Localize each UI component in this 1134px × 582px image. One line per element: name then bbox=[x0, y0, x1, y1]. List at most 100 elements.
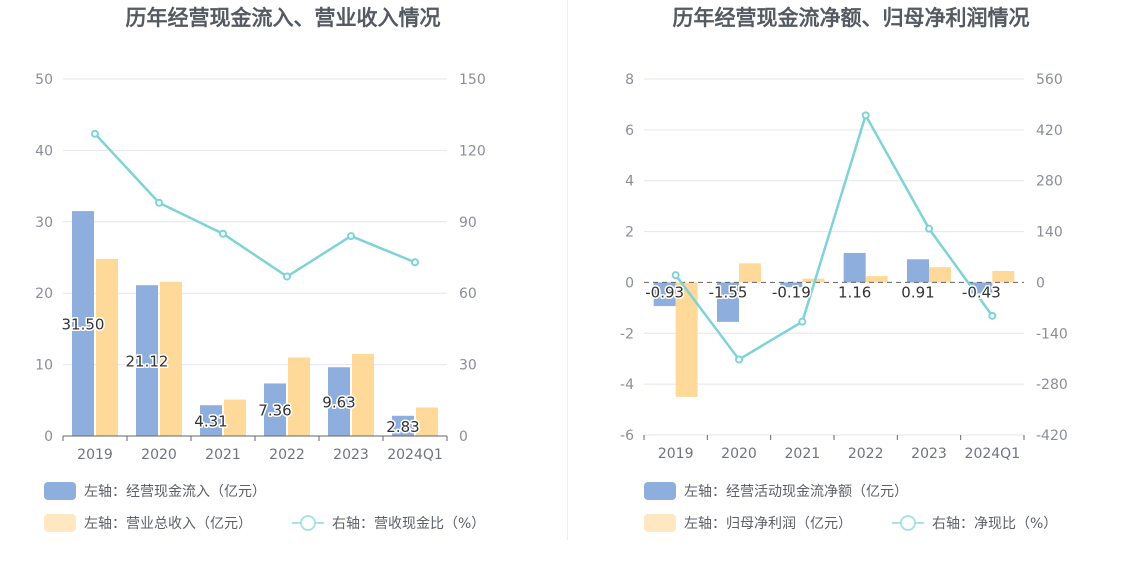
data-label: -0.93 bbox=[645, 283, 684, 301]
legend-label: 右轴：净现比（%） bbox=[932, 516, 1058, 532]
bar bbox=[136, 285, 158, 436]
line-point bbox=[283, 272, 291, 281]
line-point bbox=[671, 271, 680, 280]
legend-label: 左轴：归母净利润（亿元） bbox=[684, 516, 852, 532]
line-point bbox=[411, 258, 419, 267]
data-label: -1.55 bbox=[709, 283, 748, 301]
bar bbox=[224, 399, 246, 436]
series-line bbox=[674, 112, 994, 362]
bar bbox=[675, 282, 698, 397]
bar bbox=[992, 270, 1015, 283]
right-axis-tick-label: 120 bbox=[459, 143, 486, 159]
chart-panel-right: 历年经营现金流净额、归母净利润情况 -6 -4 -2 0 2 4 6 8 -420 -280 -14… bbox=[568, 0, 1134, 582]
chart-svg-right: -6 -4 -2 0 2 4 6 8 -420 -280 -140 0 140 280 420 560 2019… bbox=[620, 72, 1068, 462]
right-axis-tick-label: 280 bbox=[1036, 174, 1063, 190]
x-axis-tick-label: 2020 bbox=[141, 447, 177, 463]
bar bbox=[392, 415, 414, 436]
right-axis-tick-label: 60 bbox=[459, 286, 477, 302]
bar bbox=[739, 263, 761, 283]
legend-label: 左轴：营业总收入（亿元） bbox=[84, 516, 252, 532]
line-point bbox=[735, 355, 743, 364]
legend-swatch-line-icon bbox=[892, 514, 924, 532]
right-axis-tick-label: 0 bbox=[459, 429, 468, 445]
left-axis-tick-label: 6 bbox=[625, 123, 634, 139]
x-axis-tick-label: 2019 bbox=[77, 447, 113, 463]
legend-item-right-bar[interactable]: 左轴：营业总收入（亿元） bbox=[44, 513, 252, 533]
panel-divider bbox=[567, 0, 568, 540]
left-axis-tick-label: 0 bbox=[625, 275, 634, 291]
series-line bbox=[94, 132, 416, 279]
bar bbox=[352, 353, 374, 436]
chart-title-right: 历年经营现金流净额、归母净利润情况 bbox=[672, 6, 1030, 30]
legend-swatch-orange-bar bbox=[644, 514, 676, 532]
x-axis-tick-label: 2022 bbox=[848, 446, 884, 462]
bar bbox=[264, 383, 286, 436]
bar bbox=[802, 278, 825, 283]
bar bbox=[865, 276, 888, 283]
line-point bbox=[91, 129, 99, 138]
bar bbox=[780, 282, 803, 288]
data-label: -0.19 bbox=[772, 283, 811, 301]
bar bbox=[929, 267, 951, 283]
bar bbox=[653, 282, 676, 307]
data-label: 2.83 bbox=[386, 418, 419, 436]
legend-swatch-blue-bar bbox=[44, 482, 76, 500]
x-axis-tick-label: 2020 bbox=[721, 446, 757, 462]
right-axis-tick-label: 30 bbox=[459, 358, 477, 374]
data-label: 0.91 bbox=[901, 283, 934, 301]
bar bbox=[200, 405, 222, 436]
left-axis-tick-label: 20 bbox=[35, 286, 53, 302]
right-axis-tick-label: -280 bbox=[1036, 377, 1068, 393]
left-axis-tick-label: -2 bbox=[620, 326, 634, 342]
data-label: 9.63 bbox=[322, 394, 355, 412]
left-axis-tick-label: 2 bbox=[625, 225, 634, 241]
right-axis-tick-label: 140 bbox=[1036, 225, 1063, 241]
bar bbox=[288, 357, 310, 436]
data-label: 21.12 bbox=[126, 353, 169, 371]
legend-swatch-line-icon bbox=[292, 514, 324, 532]
right-axis-tick-label: -420 bbox=[1036, 428, 1068, 444]
line-point bbox=[347, 232, 355, 241]
line-point bbox=[798, 317, 807, 326]
chart-title-left: 历年经营现金流入、营业收入情况 bbox=[125, 6, 441, 30]
line-point bbox=[155, 198, 163, 207]
bar bbox=[416, 407, 438, 436]
legend-label: 右轴：营收现金比（%） bbox=[332, 516, 486, 532]
bar bbox=[72, 211, 94, 436]
legend-item-left-bar[interactable]: 左轴：经营现金流入（亿元） bbox=[44, 481, 266, 501]
x-axis-tick-label: 2019 bbox=[658, 446, 694, 462]
legend-item-line[interactable]: 右轴：净现比（%） bbox=[892, 513, 1057, 533]
legend-label: 左轴：经营现金流入（亿元） bbox=[84, 484, 266, 500]
right-axis-tick-label: 420 bbox=[1036, 123, 1063, 139]
legend-swatch-orange-bar bbox=[44, 514, 76, 532]
left-axis-tick-label: 8 bbox=[625, 72, 634, 88]
x-axis-tick-label: 2024Q1 bbox=[965, 446, 1021, 462]
right-axis-tick-label: 560 bbox=[1036, 72, 1063, 88]
x-axis-tick-label: 2023 bbox=[333, 447, 369, 463]
left-axis-tick-label: 10 bbox=[35, 358, 53, 374]
chart-panel-left: 历年经营现金流入、营业收入情况 0 10 20 30 40 50 0 30 60 90 120 150… bbox=[0, 0, 566, 582]
data-label: -0.43 bbox=[962, 283, 1001, 301]
data-label: 1.16 bbox=[838, 283, 871, 301]
right-axis-tick-label: -140 bbox=[1036, 326, 1068, 342]
right-axis-tick-label: 150 bbox=[459, 72, 486, 88]
left-axis-tick-label: 4 bbox=[625, 174, 634, 190]
bar bbox=[328, 367, 350, 436]
data-label: 7.36 bbox=[258, 402, 291, 420]
bar bbox=[970, 282, 993, 294]
left-axis-tick-label: -6 bbox=[620, 428, 634, 444]
legend-item-line[interactable]: 右轴：营收现金比（%） bbox=[292, 513, 485, 533]
x-axis-tick-label: 2021 bbox=[205, 447, 241, 463]
legend-label: 左轴：经营活动现金流净额（亿元） bbox=[684, 484, 908, 500]
data-label: 31.50 bbox=[62, 316, 105, 334]
right-axis-tick-label: 0 bbox=[1036, 275, 1045, 291]
x-axis-tick-label: 2023 bbox=[911, 446, 947, 462]
legend-item-left-bar[interactable]: 左轴：经营活动现金流净额（亿元） bbox=[644, 481, 908, 501]
right-axis-tick-label: 90 bbox=[459, 215, 477, 231]
left-axis-tick-label: -4 bbox=[620, 377, 634, 393]
legend-item-right-bar[interactable]: 左轴：归母净利润（亿元） bbox=[644, 513, 852, 533]
x-axis-tick-label: 2022 bbox=[269, 447, 305, 463]
line-point bbox=[861, 111, 870, 120]
bar bbox=[96, 258, 118, 436]
legend-swatch-blue-bar bbox=[644, 482, 676, 500]
